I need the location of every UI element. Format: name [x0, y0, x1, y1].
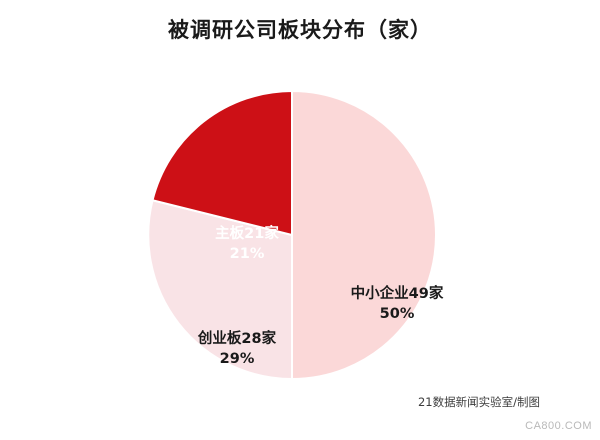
pie-label-gem-name: 创业板28家 — [197, 331, 277, 347]
pie-label-sme: 中小企业49家 50% — [317, 285, 477, 324]
pie-slice-main-board[interactable] — [151, 89, 293, 237]
chart-title: 被调研公司板块分布（家） — [168, 18, 432, 42]
pie-label-main-board: 主板21家 21% — [177, 225, 317, 264]
pie-svg — [147, 89, 437, 381]
chart-credit: 21数据新闻实验室/制图 — [417, 395, 540, 409]
watermark: CA800.COM — [525, 420, 592, 432]
pie-slice-gem[interactable] — [147, 199, 293, 381]
pie-slice-sme[interactable] — [291, 89, 437, 381]
pie-label-gem-percent: 29% — [219, 350, 255, 367]
pie-label-sme-percent: 50% — [379, 305, 415, 322]
pie-label-sme-name: 中小企业49家 — [350, 286, 444, 302]
pie-chart-graphic: 中小企业49家 50% 主板21家 21% 创业板28家 29% — [142, 85, 443, 385]
pie-label-gem: 创业板28家 29% — [157, 330, 317, 369]
pie-label-main-board-name: 主板21家 — [215, 226, 279, 242]
pie-label-main-board-percent: 21% — [229, 245, 265, 262]
